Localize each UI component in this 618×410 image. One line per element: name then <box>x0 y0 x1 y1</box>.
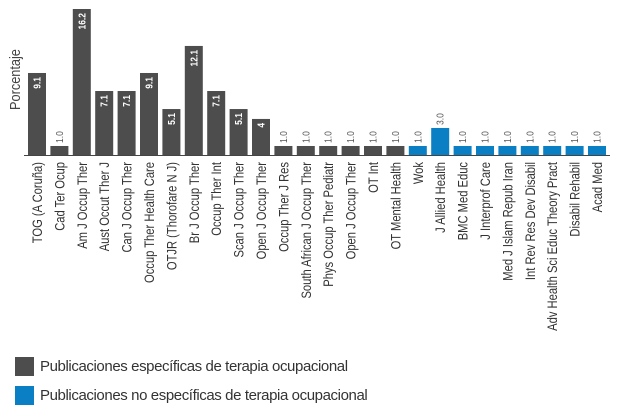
legend-item-nonspecific: Publicaciones no específicas de terapia … <box>15 381 368 410</box>
x-tick-label: Open J Occup Ther <box>343 162 358 259</box>
bar <box>364 145 382 155</box>
legend-item-specific: Publicaciones específicas de terapia ocu… <box>15 352 367 381</box>
legend: Publicaciones específicas de terapia ocu… <box>15 352 368 410</box>
bar <box>565 145 584 155</box>
bar <box>140 72 158 155</box>
bar <box>498 145 517 155</box>
x-tick-label: Occup Ther Health Care <box>142 162 157 283</box>
legend-label: Publicaciones específicas de terapia ocu… <box>40 358 348 375</box>
bar <box>296 145 315 155</box>
bar <box>117 91 136 155</box>
x-tick-label: Am J Occup Ther <box>75 162 90 249</box>
y-axis-label: Porcentaje <box>6 49 23 110</box>
bar <box>319 145 338 155</box>
x-tick-label: Int Rev Res Dev Disabil <box>523 162 538 280</box>
legend-swatch-blue <box>15 386 34 405</box>
data-label: 16.2 <box>77 13 88 30</box>
data-label: 1.0 <box>502 131 513 143</box>
data-label: 5.1 <box>166 113 177 125</box>
x-tick-label: OT Mental Health <box>388 162 403 249</box>
x-tick-label: Adv Health Sci Educ Theory Pract <box>545 162 560 331</box>
bar <box>543 145 562 155</box>
bar <box>431 127 450 155</box>
data-label: 7.1 <box>99 95 110 107</box>
x-tick-label: Occup Ther J Res <box>276 162 291 252</box>
data-label: 3.0 <box>435 113 446 125</box>
bar <box>95 91 114 155</box>
data-label: 4 <box>256 122 267 127</box>
data-label: 1.0 <box>278 131 289 143</box>
data-label: 1.0 <box>54 131 65 143</box>
bar <box>408 145 427 155</box>
x-tick-label: J Interprof Care <box>478 162 493 240</box>
x-tick-label: TOG (A Coruña) <box>30 162 45 243</box>
bar <box>28 72 46 155</box>
x-tick-label: Aust Occut Ther J <box>97 162 112 251</box>
bar <box>341 145 360 155</box>
x-tick-label: Acad Med <box>590 162 605 212</box>
data-label: 1.0 <box>323 131 334 143</box>
x-tick-label: OT Int <box>366 162 381 193</box>
x-tick-label: Scan J Occup Ther <box>231 162 246 258</box>
x-tick-label: Phys Occup Ther Pediatr <box>321 162 336 287</box>
legend-swatch-gray <box>15 357 34 376</box>
data-label: 1.0 <box>569 131 580 143</box>
data-label: 1.0 <box>413 131 424 143</box>
bar-chart: Porcentaje 9.1 TOG (A Coruña) 1.0 Cad Ter O… <box>6 9 610 331</box>
data-label: 7.1 <box>211 95 222 107</box>
bar <box>520 145 539 155</box>
bar <box>476 145 494 155</box>
x-tick-label: J Allied Health <box>433 162 448 233</box>
x-tick-label: Disabil Rehabil <box>567 162 582 237</box>
x-tick-label: South African J Occup Ther <box>299 162 314 299</box>
bar <box>229 109 248 155</box>
data-label: 12.1 <box>189 50 200 67</box>
data-label: 1.0 <box>480 131 491 143</box>
data-label: 1.0 <box>368 131 379 143</box>
bar <box>274 145 293 155</box>
x-tick-label: Wok <box>411 161 426 184</box>
data-label: 1.0 <box>592 131 603 143</box>
bar <box>453 145 472 155</box>
data-label: 1.0 <box>345 131 356 143</box>
data-label: 7.1 <box>121 95 132 107</box>
data-label: 9.1 <box>32 77 43 89</box>
bar <box>386 145 405 155</box>
data-label: 1.0 <box>457 131 468 143</box>
data-label: 1.0 <box>301 131 312 143</box>
legend-label: Publicaciones no específicas de terapia … <box>40 387 368 404</box>
data-label: 5.1 <box>233 113 244 125</box>
x-tick-label: BMC Med Educ <box>455 162 470 240</box>
bar <box>207 91 226 155</box>
bar <box>184 45 203 155</box>
x-tick-label: Br J Occup Ther <box>187 162 202 243</box>
x-tick-label: OTJR (Thorofare N J) <box>164 162 179 270</box>
x-tick-label: Occup Ther Int <box>209 162 224 236</box>
data-label: 1.0 <box>547 131 558 143</box>
data-label: 1.0 <box>525 131 536 143</box>
x-tick-label: Cad Ter Ocup <box>52 162 67 231</box>
bar <box>72 9 91 155</box>
bar <box>50 145 69 155</box>
data-label: 9.1 <box>144 77 155 89</box>
x-tick-label: Can J Occup Ther <box>119 162 134 253</box>
data-label: 1.0 <box>390 131 401 143</box>
bar <box>162 109 181 155</box>
x-tick-label: Med J Islam Repub Iran <box>500 162 515 281</box>
bar <box>252 118 270 155</box>
bar <box>588 145 606 155</box>
x-tick-label: Open J Occup Ther <box>254 162 269 259</box>
